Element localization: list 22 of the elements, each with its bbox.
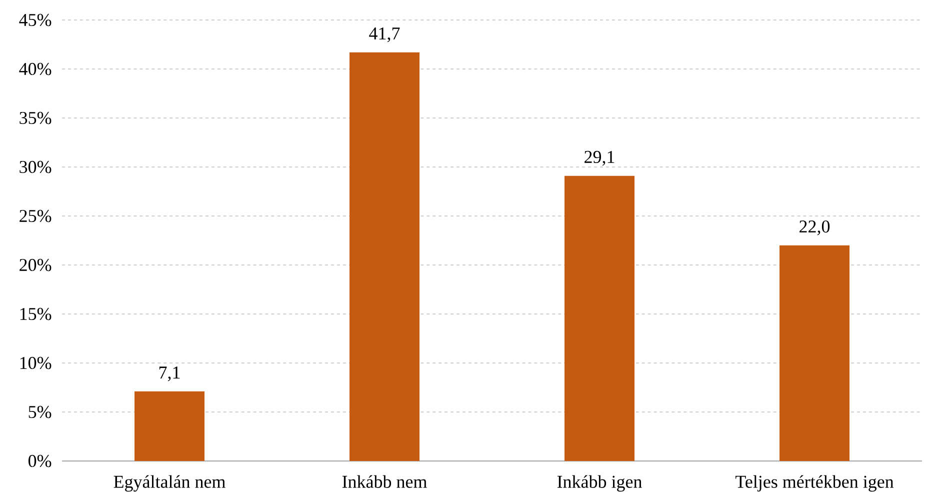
y-tick-label: 0% [28, 454, 52, 468]
x-tick-label: Inkább nem [342, 475, 427, 488]
y-tick-label: 45% [19, 14, 52, 26]
x-tick-label: Teljes mértékben igen [735, 475, 894, 492]
y-tick-label: 35% [20, 112, 52, 124]
y-tick-label: 10% [20, 356, 52, 370]
y-tick-label: 30% [20, 160, 52, 174]
data-label: 29,1 [584, 150, 614, 166]
y-tick-label: 20% [20, 258, 52, 272]
bar [134, 391, 204, 461]
y-tick-label: 25% [20, 210, 52, 222]
y-tick-label: 15% [20, 308, 52, 320]
data-label: 7,1 [159, 366, 180, 382]
data-label: 22,0 [800, 220, 830, 236]
x-tick-label: Egyáltalán nem [114, 475, 226, 492]
data-label: 41,7 [369, 27, 400, 42]
bar [350, 52, 420, 461]
y-tick-label: 40% [19, 62, 52, 76]
bar [780, 245, 850, 461]
y-tick-label: 5% [28, 406, 52, 418]
bar [564, 176, 635, 461]
x-tick-label: Inkább igen [557, 475, 642, 492]
